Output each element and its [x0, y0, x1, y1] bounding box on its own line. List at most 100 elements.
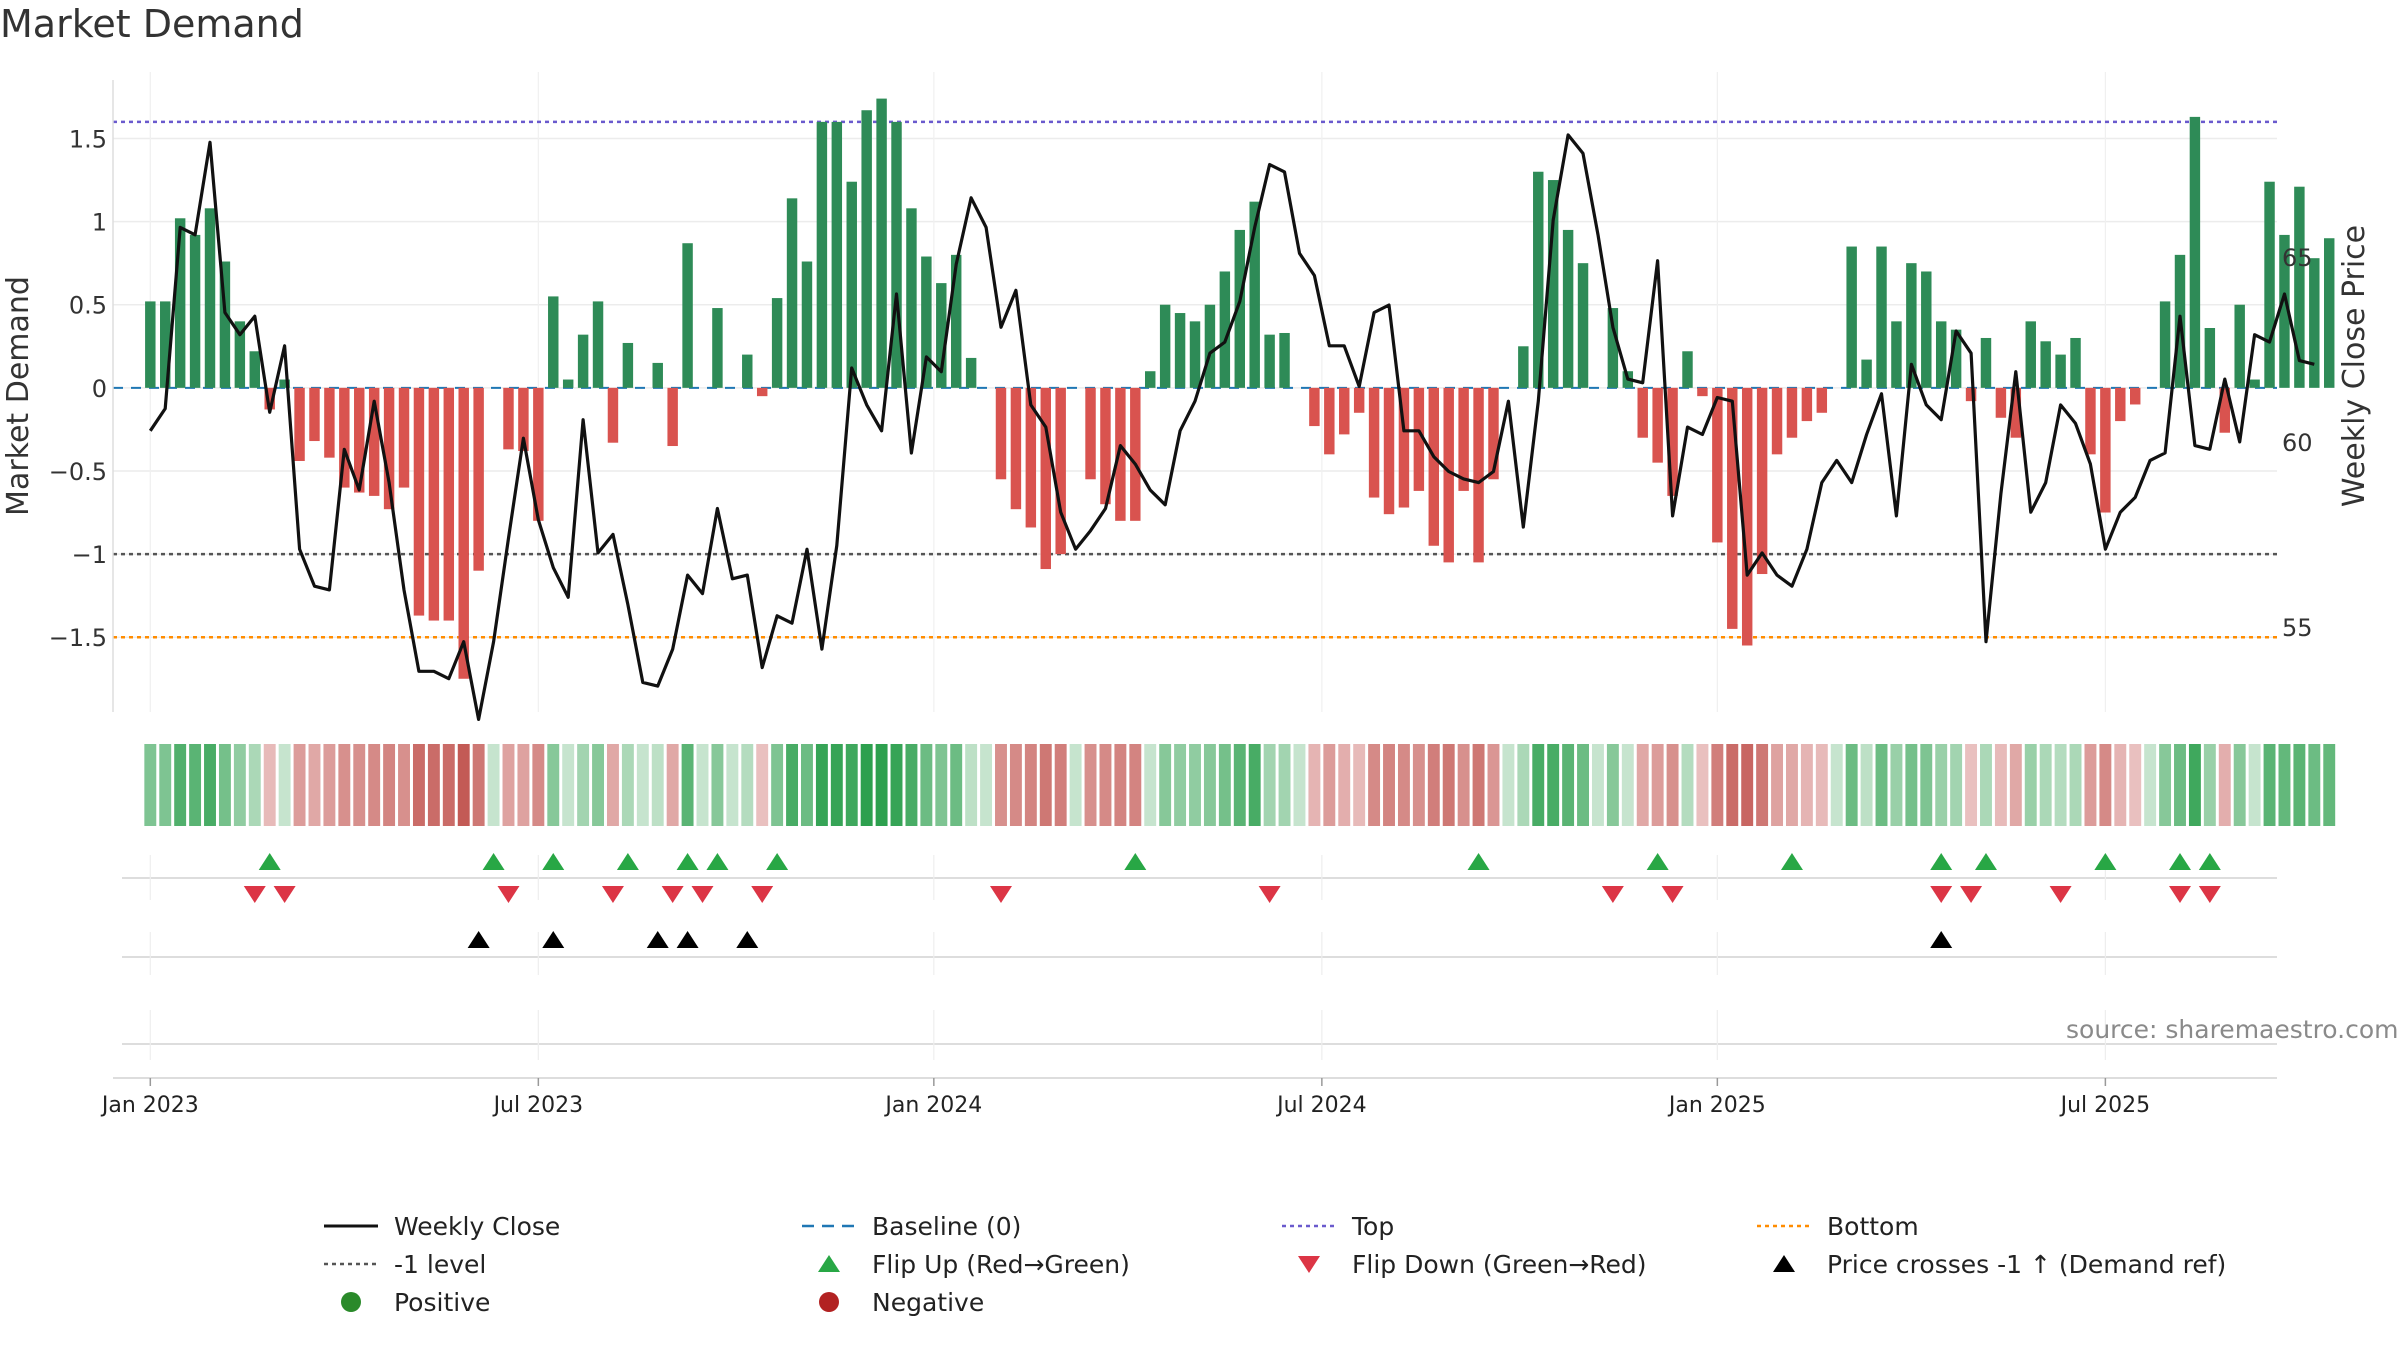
flip-up-marker	[1124, 853, 1147, 870]
strength-cell	[1681, 744, 1694, 826]
strength-cell	[1830, 744, 1843, 826]
demand-bar	[1353, 387, 1365, 413]
demand-bar	[1145, 371, 1156, 388]
strength-strip	[144, 744, 2336, 826]
price-cross-marker	[1930, 931, 1953, 948]
demand-bar	[667, 387, 678, 447]
legend: Weekly Close Baseline (0) Top Bottom -1 leve…	[300, 1208, 2260, 1328]
strength-cell	[1994, 744, 2007, 826]
strength-cell	[1726, 744, 1739, 826]
strength-cell	[1920, 744, 1933, 826]
strength-cell	[1293, 744, 1306, 826]
legend-item: Weekly Close	[322, 1208, 560, 1244]
flip-down-marker	[751, 886, 774, 903]
demand-bar	[1324, 387, 1335, 455]
strength-cell	[1129, 744, 1142, 826]
dot-icon	[341, 1292, 361, 1312]
y-tick-label-left: 0	[92, 375, 107, 403]
demand-bar	[2264, 181, 2275, 388]
demand-bar	[219, 261, 231, 388]
demand-bar	[533, 387, 544, 521]
strength-cell	[1845, 744, 1858, 826]
demand-bar	[1458, 387, 1469, 491]
strength-cell	[935, 744, 948, 826]
demand-bar	[189, 234, 201, 388]
price-cross-marker	[676, 931, 699, 948]
strength-cell	[2323, 744, 2336, 826]
demand-bar	[950, 254, 962, 388]
y-tick-label-left: −1.5	[49, 624, 107, 652]
strength-cell	[1039, 744, 1052, 826]
strength-cell	[845, 744, 858, 826]
demand-bar	[473, 387, 484, 571]
strength-cell	[233, 744, 246, 826]
demand-bar	[1995, 387, 2007, 418]
strength-cell	[621, 744, 634, 826]
demand-bar	[2070, 337, 2081, 388]
demand-bar	[846, 181, 857, 388]
demand-bar	[1428, 387, 1440, 546]
market-demand-chart: 1.5 1 0.5 0 −0.5 −1 −1.5 65 60 55 Market Demand Wee…	[1, 72, 2372, 1118]
flip-down-marker	[691, 886, 714, 903]
demand-bar	[1264, 334, 1275, 388]
strength-cell	[1114, 744, 1127, 826]
strength-cell	[1397, 744, 1410, 826]
demand-bar	[398, 387, 410, 488]
strength-cell	[995, 744, 1007, 826]
strength-cell	[562, 744, 575, 826]
legend-item: Negative	[800, 1284, 984, 1320]
demand-bar	[607, 387, 619, 443]
strength-cell	[890, 744, 903, 826]
strength-cell	[905, 744, 918, 826]
strength-cell	[980, 744, 993, 826]
strength-cell	[338, 744, 351, 826]
demand-bar	[1891, 321, 1902, 388]
dotted-line-icon	[1757, 1224, 1811, 1228]
demand-bar	[503, 387, 514, 450]
legend-label: Positive	[394, 1287, 491, 1317]
strength-cell	[1308, 744, 1321, 826]
demand-bar	[861, 110, 872, 388]
strength-cell	[920, 744, 933, 826]
strength-cell	[1203, 744, 1216, 826]
y-tick-label-left: −1	[72, 541, 107, 569]
legend-item: Baseline (0)	[800, 1208, 1021, 1244]
dotted-line-icon	[1282, 1224, 1336, 1228]
flip-down-marker	[2049, 886, 2072, 903]
demand-bar	[309, 387, 320, 442]
demand-bar	[2309, 258, 2320, 388]
flip-up-marker	[766, 853, 789, 870]
strength-cell	[1800, 744, 1813, 826]
flip-up-marker	[258, 853, 281, 870]
strength-cell	[726, 744, 739, 826]
strength-cell	[1815, 744, 1828, 826]
demand-bar	[831, 121, 843, 388]
strength-cell	[2009, 744, 2022, 826]
demand-bar	[234, 321, 246, 388]
y-axis-label-left: Market Demand	[1, 276, 36, 516]
x-tick-label: Jan 2024	[883, 1093, 982, 1118]
flip-up-marker	[676, 853, 699, 870]
strength-cell	[1980, 744, 1992, 826]
y-tick-label-left: 1.5	[69, 125, 107, 153]
demand-bar	[2040, 341, 2051, 388]
demand-bar	[354, 387, 365, 493]
strength-cell	[696, 744, 709, 826]
strength-cell	[1741, 744, 1754, 826]
weekly-close-line	[148, 133, 2315, 722]
demand-bar	[622, 342, 634, 388]
demand-bar	[2159, 301, 2171, 388]
strength-cell	[1218, 744, 1231, 826]
strength-cell	[2308, 744, 2321, 826]
strength-cell	[487, 744, 500, 826]
strength-cell	[1875, 744, 1888, 826]
demand-bar	[1383, 387, 1395, 515]
demand-bar	[2189, 116, 2201, 388]
demand-bar	[1562, 229, 1574, 388]
demand-bar	[1488, 387, 1499, 480]
strength-cell	[875, 744, 888, 826]
strength-cell	[457, 744, 470, 826]
demand-bar	[786, 198, 798, 388]
demand-bar	[1443, 387, 1454, 563]
strength-cell	[2069, 744, 2082, 826]
